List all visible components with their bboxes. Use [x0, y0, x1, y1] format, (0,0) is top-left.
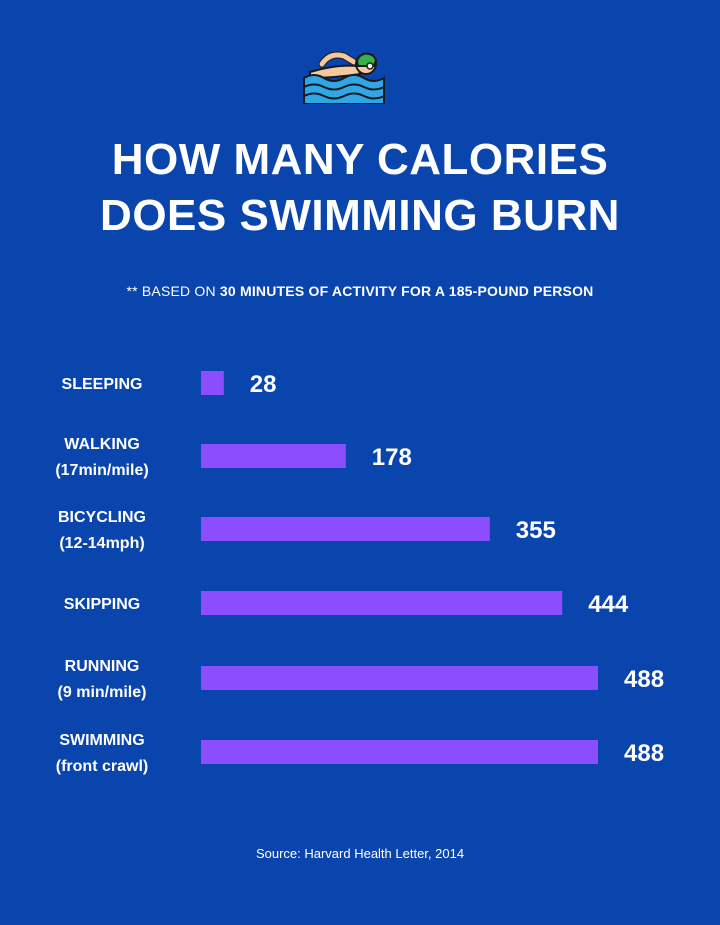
- subtitle-bold: 30 MINUTES OF ACTIVITY FOR A 185-POUND P…: [219, 283, 594, 299]
- value-label-5: 488: [624, 740, 664, 767]
- category-label-2-line-1: (12-14mph): [59, 535, 144, 552]
- value-label-3: 444: [588, 591, 629, 618]
- category-label-1-line-1: (17min/mile): [55, 462, 148, 479]
- subtitle: ** BASED ON 30 MINUTES OF ACTIVITY FOR A…: [0, 283, 720, 299]
- value-label-2: 355: [516, 517, 556, 544]
- category-label-5-line-1: (front crawl): [56, 758, 148, 775]
- title-line-1: HOW MANY CALORIES: [111, 135, 609, 184]
- category-label-5-line-0: SWIMMING: [59, 732, 144, 749]
- category-label-1-line-0: WALKING: [64, 436, 140, 453]
- category-label-0: SLEEPING: [62, 376, 143, 393]
- value-label-1: 178: [372, 444, 412, 471]
- page-title: HOW MANY CALORIES DOES SWIMMING BURN: [0, 132, 720, 244]
- category-label-2-line-0: BICYCLING: [58, 509, 146, 526]
- bar-3: [201, 591, 563, 615]
- subtitle-prefix: ** BASED ON: [126, 283, 220, 299]
- category-label-4-line-1: (9 min/mile): [58, 684, 147, 701]
- source-note: Source: Harvard Health Letter, 2014: [255, 846, 465, 861]
- category-label-4-line-0: RUNNING: [65, 658, 140, 675]
- bar-0: [201, 371, 224, 395]
- bar-5: [201, 740, 598, 764]
- title-line-2: DOES SWIMMING BURN: [100, 191, 620, 240]
- bar-2: [201, 517, 490, 541]
- swimmer-icon: [300, 42, 388, 105]
- bar-1: [201, 444, 346, 468]
- value-label-4: 488: [624, 666, 664, 693]
- value-label-0: 28: [250, 371, 277, 398]
- category-label-3: SKIPPING: [64, 596, 140, 613]
- bar-4: [201, 666, 598, 690]
